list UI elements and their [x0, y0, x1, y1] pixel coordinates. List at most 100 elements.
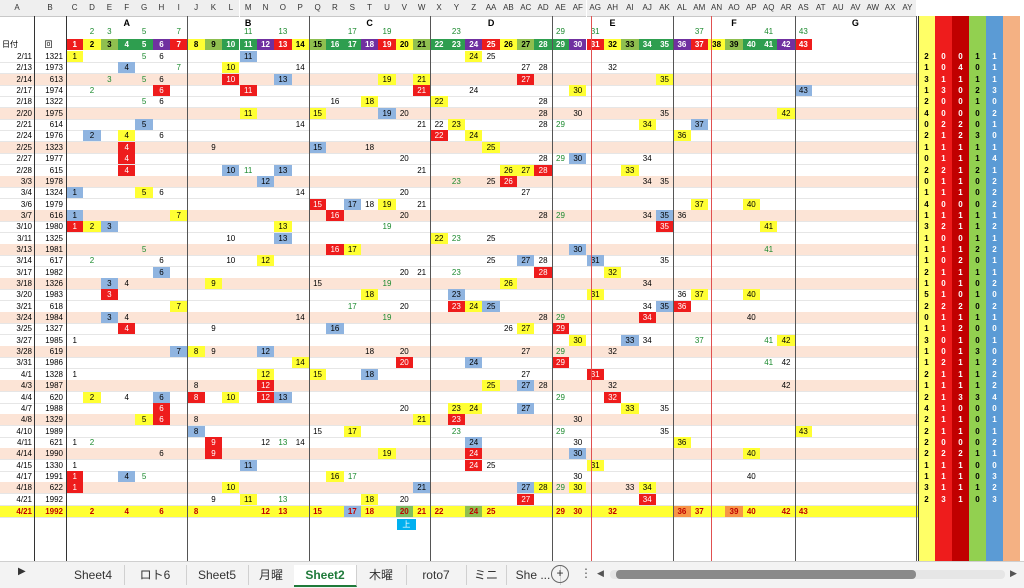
round-cell[interactable]: 1988: [45, 403, 63, 413]
number-cell[interactable]: 25: [482, 300, 500, 312]
summary-count-cell[interactable]: 1: [958, 494, 963, 504]
number-cell[interactable]: 25: [482, 141, 500, 153]
number-cell[interactable]: 28: [534, 164, 552, 176]
summary-count-cell[interactable]: 2: [992, 437, 997, 447]
round-cell[interactable]: 1324: [45, 188, 63, 198]
number-cell[interactable]: 2: [83, 221, 101, 233]
number-cell[interactable]: 23: [447, 289, 466, 301]
round-cell[interactable]: 617: [49, 256, 63, 266]
number-cell[interactable]: 20: [399, 347, 409, 357]
column-header[interactable]: AC: [517, 0, 535, 17]
summary-count-cell[interactable]: 1: [975, 210, 980, 220]
number-cell[interactable]: 27: [521, 188, 531, 198]
number-cell[interactable]: 15: [308, 107, 327, 119]
date-cell[interactable]: 3/21: [16, 301, 32, 311]
summary-count-cell[interactable]: 0: [992, 347, 997, 357]
number-cell[interactable]: 9: [211, 142, 216, 152]
column-header[interactable]: AD: [534, 0, 552, 17]
number-cell[interactable]: 13: [274, 221, 292, 233]
date-cell[interactable]: 3/3: [20, 176, 32, 186]
summary-count-cell[interactable]: 0: [958, 437, 963, 447]
column-header[interactable]: AY: [898, 0, 917, 17]
summary-count-cell[interactable]: 1: [924, 63, 929, 73]
number-cell[interactable]: 24: [465, 300, 483, 312]
number-cell[interactable]: 29: [556, 483, 565, 493]
number-cell[interactable]: 41: [764, 358, 774, 368]
summary-count-cell[interactable]: 1: [941, 426, 946, 436]
summary-count-cell[interactable]: 1: [975, 97, 980, 107]
summary-count-cell[interactable]: 3: [941, 494, 946, 504]
round-cell[interactable]: 1992: [45, 494, 63, 504]
number-cell[interactable]: 15: [308, 198, 327, 210]
round-cell[interactable]: 1976: [45, 131, 63, 141]
number-cell[interactable]: 12: [256, 175, 275, 187]
round-cell[interactable]: 1984: [45, 313, 63, 323]
column-header[interactable]: AQ: [760, 0, 778, 17]
number-cell[interactable]: 6: [152, 391, 171, 403]
summary-count-cell[interactable]: 1: [958, 154, 963, 164]
round-cell[interactable]: 1979: [45, 199, 63, 209]
summary-count-cell[interactable]: 1: [958, 165, 963, 175]
number-cell[interactable]: 5: [141, 471, 147, 481]
summary-count-cell[interactable]: 0: [975, 108, 980, 118]
number-cell[interactable]: 37: [690, 198, 708, 210]
number-cell[interactable]: 42: [781, 381, 791, 391]
column-header[interactable]: AT: [812, 0, 830, 17]
summary-count-cell[interactable]: 2: [992, 483, 997, 493]
number-cell[interactable]: 14: [295, 188, 305, 198]
summary-count-cell[interactable]: 2: [992, 369, 997, 379]
summary-count-cell[interactable]: 0: [975, 256, 980, 266]
number-cell[interactable]: 40: [742, 198, 760, 210]
column-header[interactable]: AG: [586, 0, 604, 17]
summary-count-cell[interactable]: 1: [941, 176, 946, 186]
number-cell[interactable]: 25: [486, 52, 496, 61]
number-cell[interactable]: 35: [660, 176, 670, 186]
summary-number-cell[interactable]: 22: [434, 507, 444, 516]
number-cell[interactable]: 35: [660, 426, 670, 436]
summary-count-cell[interactable]: 0: [941, 437, 946, 447]
number-cell[interactable]: 28: [538, 256, 548, 266]
date-cell[interactable]: 2/13: [16, 63, 32, 73]
number-cell[interactable]: 2: [89, 86, 95, 96]
number-cell[interactable]: 24: [465, 51, 483, 62]
number-cell[interactable]: 5: [135, 414, 153, 426]
number-cell[interactable]: 28: [538, 63, 548, 73]
column-header[interactable]: Y: [447, 0, 466, 17]
summary-count-cell[interactable]: 2: [924, 415, 929, 425]
summary-count-cell[interactable]: 0: [975, 324, 980, 334]
round-cell[interactable]: 1323: [45, 142, 63, 152]
number-cell[interactable]: 7: [170, 209, 188, 221]
number-cell[interactable]: 40: [742, 448, 760, 460]
number-cell[interactable]: 11: [239, 493, 257, 505]
summary-count-cell[interactable]: 1: [992, 449, 997, 459]
number-cell[interactable]: 19: [382, 279, 392, 288]
date-cell[interactable]: 4/7: [20, 403, 32, 413]
number-cell[interactable]: 17: [347, 301, 357, 311]
column-header[interactable]: AA: [482, 0, 500, 17]
summary-number-cell[interactable]: 24: [465, 506, 483, 517]
summary-count-cell[interactable]: 3: [992, 471, 997, 481]
date-cell[interactable]: 3/25: [16, 324, 32, 334]
number-cell[interactable]: 11: [239, 107, 257, 119]
summary-count-cell[interactable]: 2: [941, 165, 946, 175]
summary-count-cell[interactable]: 2: [924, 426, 929, 436]
number-cell[interactable]: 30: [569, 243, 587, 255]
number-cell[interactable]: 6: [159, 188, 164, 198]
number-cell[interactable]: 12: [261, 437, 270, 447]
summary-number-cell[interactable]: 13: [278, 507, 288, 516]
summary-count-cell[interactable]: 3: [941, 86, 946, 96]
number-cell[interactable]: 12: [256, 368, 275, 380]
summary-count-cell[interactable]: 2: [958, 324, 963, 334]
number-cell[interactable]: 13: [274, 164, 292, 176]
round-cell[interactable]: 1325: [45, 233, 63, 243]
summary-count-cell[interactable]: 2: [975, 165, 980, 175]
number-cell[interactable]: 31: [586, 289, 604, 301]
number-cell[interactable]: 6: [159, 131, 164, 141]
summary-count-cell[interactable]: 2: [958, 131, 963, 141]
column-header[interactable]: AM: [690, 0, 708, 17]
column-header[interactable]: D: [83, 0, 101, 17]
column-header[interactable]: I: [170, 0, 188, 17]
number-cell[interactable]: 6: [159, 52, 164, 61]
number-cell[interactable]: 10: [222, 482, 240, 494]
number-cell[interactable]: 30: [573, 108, 583, 118]
